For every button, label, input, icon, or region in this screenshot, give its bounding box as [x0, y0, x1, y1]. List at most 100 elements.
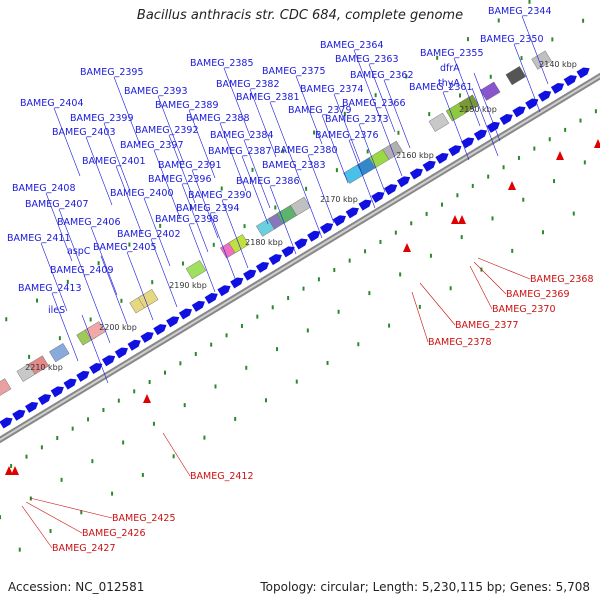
leader-line	[29, 497, 113, 519]
forward-gene-arrow	[461, 137, 475, 149]
leader-line	[188, 223, 216, 293]
leader-line	[157, 95, 185, 165]
gene-label: BAMEG_2388	[186, 113, 250, 124]
leader-line	[249, 88, 277, 158]
leader-line	[100, 255, 128, 325]
gene-label: BAMEG_2350	[480, 34, 544, 45]
leader-line	[209, 212, 237, 282]
leader-line	[241, 155, 269, 225]
forward-gene-arrow	[486, 121, 500, 133]
gene-label-group: BAMEG_2388	[186, 113, 250, 192]
genome-backbone-highlight	[0, 75, 600, 441]
forward-gene-track	[0, 67, 590, 429]
forward-gene-arrow	[166, 316, 180, 328]
gene-label-group: BAMEG_2386	[236, 176, 300, 255]
gene-label-group: BAMEG_2412	[162, 432, 254, 482]
gene-label: BAMEG_2401	[82, 156, 146, 167]
gene-label-group: BAMEG_2409	[50, 265, 114, 344]
forward-gene-arrow	[63, 378, 77, 390]
leader-line	[81, 314, 109, 384]
forward-gene-arrow	[230, 277, 244, 289]
feature-boxes	[0, 50, 552, 398]
forward-gene-arrow	[396, 176, 411, 188]
leader-line	[477, 257, 531, 280]
forward-gene-arrow	[101, 355, 116, 367]
gene-label: BAMEG_2393	[124, 86, 188, 97]
gene-label-group: aspC	[67, 246, 128, 325]
leader-line	[162, 432, 191, 477]
leader-line	[223, 67, 251, 137]
leader-line	[442, 91, 470, 161]
leader-line	[90, 226, 118, 296]
leader-line	[53, 107, 81, 177]
reverse-gene-track	[5, 139, 600, 475]
gene-label: BAMEG_2375	[262, 66, 326, 77]
gene-label-group: BAMEG_2390	[188, 190, 252, 269]
gene-label-group: BAMEG_2384	[210, 130, 274, 209]
leader-line	[45, 192, 73, 262]
gene-label-group: BAMEG_2395	[80, 67, 144, 146]
gene-label: BAMEG_2361	[409, 82, 473, 93]
gene-label: dfrA	[440, 63, 460, 74]
leader-line	[473, 261, 507, 295]
gene-label: BAMEG_2374	[300, 84, 364, 95]
gene-label-group: BAMEG_2363	[335, 54, 399, 133]
gene-label-group: BAMEG_2402	[117, 229, 181, 308]
gene-label: BAMEG_2400	[110, 188, 174, 199]
gene-label-group: BAMEG_2426	[25, 501, 146, 539]
leader-line	[473, 72, 501, 142]
gene-label-group: BAMEG_2403	[52, 127, 116, 206]
gene-label-group: BAMEG_2375	[262, 66, 326, 145]
forward-gene-arrow	[37, 394, 52, 406]
gene-feature-box	[531, 50, 552, 70]
gene-label-group: BAMEG_2399	[70, 113, 134, 192]
forward-gene-arrow	[550, 82, 565, 94]
gene-label-group: BAMEG_2383	[262, 160, 326, 239]
reverse-gene-arrow	[403, 243, 411, 252]
leader-line	[181, 183, 209, 253]
gene-label-group: BAMEG_2382	[216, 79, 280, 158]
gene-label: BAMEG_2413	[18, 283, 82, 294]
leader-line	[191, 169, 219, 239]
leader-line	[219, 122, 247, 192]
forward-gene-arrow	[153, 324, 167, 336]
leader-line	[375, 107, 403, 177]
gene-label-group: BAMEG_2379	[288, 105, 352, 184]
gene-label-group: BAMEG_2411	[7, 233, 71, 312]
leader-line	[221, 199, 249, 269]
gene-label: BAMEG_2381	[236, 92, 300, 103]
gene-label: BAMEG_2409	[50, 265, 114, 276]
forward-gene-arrow	[435, 152, 449, 164]
forward-gene-arrow	[576, 67, 590, 79]
forward-gene-arrow	[563, 75, 577, 87]
genome-summary: Topology: circular; Length: 5,230,115 bp…	[260, 580, 590, 594]
leader-line	[348, 139, 376, 209]
gene-label: BAMEG_2399	[70, 113, 134, 124]
bottom-gene-labels: BAMEG_2368 BAMEG_2369 BAMEG_2370 BAMEG_2377…	[21, 257, 594, 554]
forward-gene-arrow	[294, 238, 308, 250]
gene-label: BAMEG_2384	[210, 130, 274, 141]
leader-line	[368, 63, 396, 133]
leader-line	[411, 291, 429, 343]
scale-label: 2210 kbp	[25, 363, 63, 372]
forward-gene-arrow	[114, 347, 128, 359]
gene-feature-box	[382, 140, 403, 160]
scale-label: 2170 kbp	[320, 195, 358, 204]
gene-label: BAMEG_2369	[506, 289, 570, 300]
forward-gene-arrow	[191, 300, 205, 312]
gene-label: BAMEG_2396	[148, 174, 212, 185]
leader-line	[383, 79, 411, 149]
gene-label: BAMEG_2404	[20, 98, 84, 109]
leader-line	[358, 123, 386, 193]
gene-label-group: BAMEG_2373	[325, 114, 389, 193]
leader-line	[40, 242, 68, 312]
gene-feature-box	[458, 94, 480, 114]
gene-label-group: BAMEG_2368	[477, 257, 594, 285]
forward-gene-arrow	[384, 184, 398, 196]
gene-label: BAMEG_2425	[112, 513, 176, 524]
gene-label: BAMEG_2379	[288, 105, 352, 116]
leader-line	[143, 197, 171, 267]
leader-line	[295, 75, 323, 145]
gene-label: BAMEG_2391	[158, 160, 222, 171]
tick-marks	[0, 0, 597, 552]
